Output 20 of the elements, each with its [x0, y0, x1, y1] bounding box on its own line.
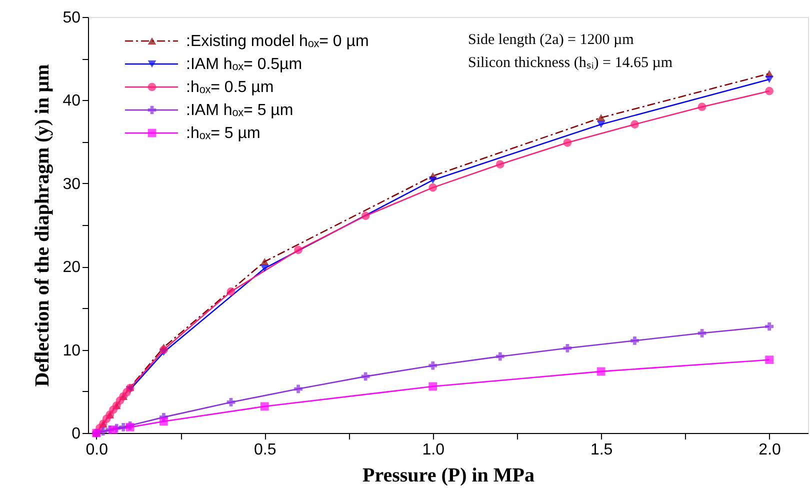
x-tick-label: 0.5 [254, 442, 276, 458]
y-tick-label: 20 [62, 259, 81, 276]
x-tick-label: 0.0 [86, 442, 108, 458]
legend-label: :IAM hₒₓ= 0.5µm [186, 56, 302, 73]
y-tick-label: 50 [62, 10, 81, 26]
legend-label: :IAM hₒₓ= 5 µm [186, 102, 294, 119]
x-axis-title: Pressure (P) in MPa [362, 464, 535, 486]
legend-label: :hₒₓ= 0.5 µm [186, 79, 274, 96]
annotation: Silicon thickness (hₛᵢ) = 14.65 µm [468, 55, 673, 71]
y-tick-label: 40 [62, 92, 81, 110]
annotation: Side length (2a) = 1200 µm [468, 32, 634, 48]
x-tick-label: 1.0 [422, 442, 445, 458]
x-tick-label: 1.5 [590, 442, 613, 458]
y-tick-label: 10 [62, 342, 81, 360]
x-tick-label: 2.0 [758, 442, 782, 458]
legend-label: :Existing model hₒₓ= 0 µm [186, 33, 369, 50]
legend-label: :hₒₓ= 5 µm [186, 125, 260, 142]
y-tick-label: 30 [62, 176, 81, 193]
y-axis-title: Deflection of the diaphragm (y) in µm [32, 64, 54, 387]
y-tick-label: 0 [72, 426, 81, 442]
